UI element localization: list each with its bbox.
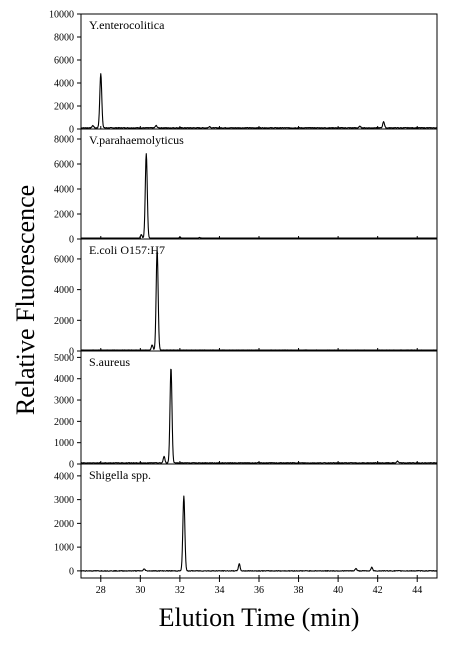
x-tick-label: 44 — [412, 585, 422, 596]
panel-label: V.parahaemolyticus — [89, 133, 184, 147]
y-axis-label: Relative Fluorescence — [11, 185, 40, 415]
x-tick-label: 36 — [254, 585, 264, 596]
y-tick-label: 4000 — [54, 185, 74, 196]
y-tick-label: 0 — [69, 125, 74, 136]
x-tick-label: 38 — [294, 585, 304, 596]
y-tick-label: 0 — [69, 566, 74, 577]
series-trace — [80, 251, 438, 351]
y-tick-label: 1000 — [54, 438, 74, 449]
y-tick-label: 0 — [69, 460, 74, 471]
y-tick-label: 4000 — [54, 285, 74, 296]
y-tick-label: 0 — [69, 235, 74, 246]
series-trace — [80, 495, 438, 572]
panel-2: 0 2000 4000 6000 8000 V.parahaemolyticus — [54, 128, 438, 246]
y-tick-label: 2000 — [54, 316, 74, 327]
series-trace — [80, 153, 438, 239]
y-tick-label: 8000 — [54, 33, 74, 44]
x-tick-label: 28 — [96, 585, 106, 596]
y-tick-label: 2000 — [54, 210, 74, 221]
y-tick-label: 4000 — [54, 79, 74, 90]
y-tick-label: 1000 — [54, 543, 74, 554]
y-tick-label: 2000 — [54, 417, 74, 428]
y-tick-label: 2000 — [54, 102, 74, 113]
x-tick-label: 32 — [175, 585, 185, 596]
y-tick-label: 2000 — [54, 519, 74, 530]
panel-label: S.aureus — [89, 355, 130, 369]
x-tick-label: 40 — [333, 585, 343, 596]
x-axis-label: Elution Time (min) — [159, 603, 360, 632]
panel-frame — [80, 350, 438, 465]
series-trace — [80, 368, 438, 464]
y-tick-label: 3000 — [54, 396, 74, 407]
y-tick-label: 3000 — [54, 495, 74, 506]
y-tick-label: 8000 — [54, 135, 74, 146]
panel-label: Y.enterocolitica — [89, 18, 165, 32]
x-tick-label: 34 — [214, 585, 224, 596]
panel-1: 0 2000 4000 6000 8000 10000 Y.enterocolitica — [49, 10, 438, 136]
x-axis: 28 30 32 34 36 38 40 42 44 — [96, 578, 422, 596]
y-tick-label: 4000 — [54, 471, 74, 482]
x-tick-label: 30 — [135, 585, 145, 596]
y-tick-label: 4000 — [54, 374, 74, 385]
panel-3: 0 2000 4000 6000 E.coli O157:H7 — [54, 238, 438, 358]
y-tick-label: 6000 — [54, 56, 74, 67]
y-tick-label: 6000 — [54, 254, 74, 265]
y-tick-label: 5000 — [54, 353, 74, 364]
panel-label: Shigella spp. — [89, 468, 151, 482]
panel-label: E.coli O157:H7 — [89, 243, 165, 257]
panel-5: 0 1000 2000 3000 4000 Shigella spp. — [54, 463, 438, 579]
series-trace — [80, 73, 438, 129]
y-tick-label: 10000 — [49, 10, 74, 21]
y-tick-label: 6000 — [54, 160, 74, 171]
panels-layer: 0200040006000800010000Y.enterocolitica02… — [49, 10, 438, 579]
y-tick-label: 0 — [69, 347, 74, 358]
x-tick-label: 42 — [373, 585, 383, 596]
panel-4: 0 1000 2000 3000 4000 5000 S.aureus — [54, 350, 438, 471]
